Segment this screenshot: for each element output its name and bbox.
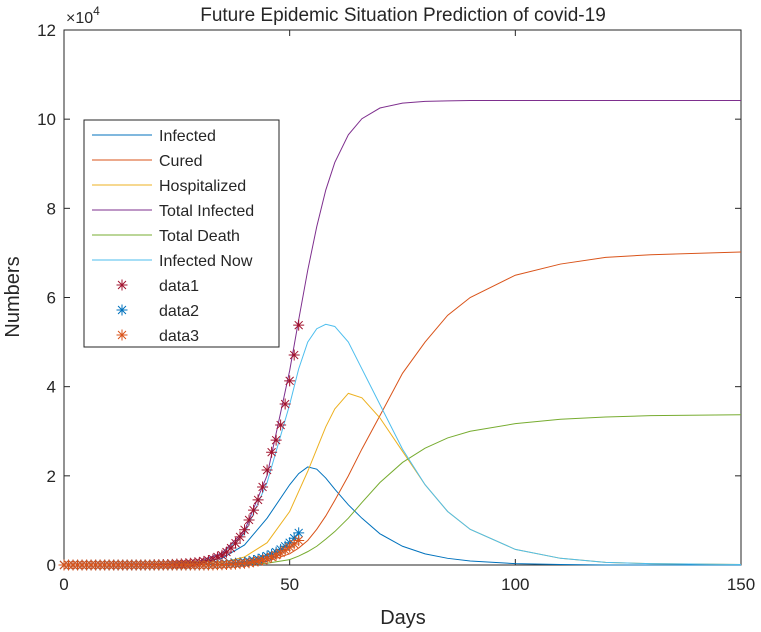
data-point bbox=[257, 554, 269, 566]
data-point bbox=[211, 551, 223, 563]
data-point bbox=[279, 544, 291, 556]
data-point bbox=[293, 534, 305, 546]
legend-label: data2 bbox=[159, 303, 199, 320]
x-tick-label: 100 bbox=[501, 575, 529, 594]
legend-label: Infected bbox=[159, 128, 216, 145]
y-tick-label: 8 bbox=[47, 199, 56, 218]
data-point bbox=[270, 434, 282, 446]
x-axis-label: Days bbox=[380, 607, 426, 629]
legend-label: data3 bbox=[159, 328, 199, 345]
x-tick-label: 50 bbox=[280, 575, 299, 594]
legend-label: Infected Now bbox=[159, 253, 253, 270]
data-point bbox=[261, 553, 273, 565]
data-point bbox=[288, 532, 300, 544]
data-point bbox=[248, 504, 260, 516]
data-point bbox=[257, 481, 269, 493]
data-point bbox=[225, 542, 237, 554]
legend-box bbox=[83, 119, 280, 348]
data-point bbox=[266, 551, 278, 563]
data-point bbox=[252, 494, 264, 506]
y-multiplier: ×104 bbox=[66, 4, 100, 27]
data-point bbox=[293, 319, 305, 331]
legend-marker bbox=[116, 304, 128, 316]
data-point bbox=[288, 538, 300, 550]
y-tick-label: 10 bbox=[37, 110, 56, 129]
data-point bbox=[275, 419, 287, 431]
legend-marker bbox=[116, 329, 128, 341]
data-point bbox=[275, 547, 287, 559]
x-tick-label: 0 bbox=[59, 575, 68, 594]
y-tick-label: 0 bbox=[47, 556, 56, 575]
y-tick-label: 12 bbox=[37, 21, 56, 40]
legend-label: data1 bbox=[159, 278, 199, 295]
y-tick-label: 6 bbox=[47, 289, 56, 308]
data-point bbox=[248, 556, 260, 568]
data-point bbox=[284, 541, 296, 553]
data-point bbox=[270, 549, 282, 561]
data-point bbox=[220, 546, 232, 558]
data-point bbox=[234, 531, 246, 543]
legend-label: Total Infected bbox=[159, 203, 254, 220]
data-point bbox=[284, 375, 296, 387]
data-point bbox=[239, 524, 251, 536]
data-point bbox=[216, 549, 228, 561]
data-point bbox=[266, 446, 278, 458]
data-point bbox=[243, 557, 255, 569]
y-multiplier-power: 4 bbox=[93, 4, 100, 18]
data-point bbox=[293, 527, 305, 539]
y-tick-label: 2 bbox=[47, 467, 56, 486]
data-point bbox=[288, 349, 300, 361]
y-multiplier-base: ×10 bbox=[66, 10, 93, 27]
legend-label: Cured bbox=[159, 153, 203, 170]
legend-label: Hospitalized bbox=[159, 178, 246, 195]
x-tick-label: 150 bbox=[727, 575, 755, 594]
y-tick-label: 4 bbox=[47, 378, 56, 397]
data-point bbox=[243, 514, 255, 526]
legend-label: Total Death bbox=[159, 228, 240, 245]
chart-title: Future Epidemic Situation Prediction of … bbox=[200, 5, 606, 26]
data-point bbox=[230, 537, 242, 549]
data-point bbox=[261, 464, 273, 476]
data-point bbox=[252, 555, 264, 567]
data-point bbox=[279, 398, 291, 410]
legend-marker bbox=[116, 279, 128, 291]
y-axis-label: Numbers bbox=[2, 256, 24, 337]
